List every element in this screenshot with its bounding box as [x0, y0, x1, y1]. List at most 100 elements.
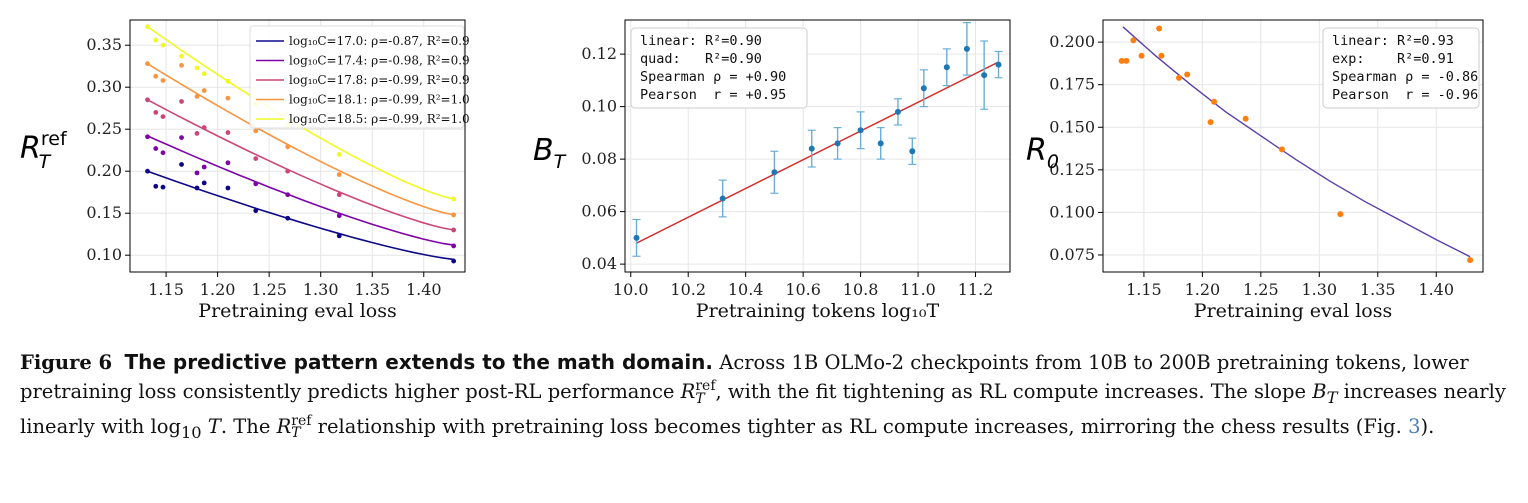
data-point-series-0	[285, 215, 291, 221]
data-point	[981, 72, 988, 79]
data-point-series-3	[153, 73, 159, 79]
stats-line: Pearson r = +0.95	[640, 87, 786, 103]
data-point-series-4	[451, 196, 457, 202]
fit-line-series-0	[147, 170, 454, 261]
data-point-series-3	[225, 95, 231, 101]
data-point	[633, 234, 640, 241]
data-point	[771, 169, 778, 176]
y-tick-label: 0.35	[86, 35, 122, 54]
x-tick-label: 1.25	[251, 280, 287, 299]
data-point-series-2	[179, 99, 184, 104]
data-point	[877, 140, 884, 147]
data-point	[894, 108, 901, 115]
data-point-series-2	[145, 97, 150, 103]
data-point	[857, 127, 864, 134]
caption-text-5: relationship with pretraining loss becom…	[311, 414, 1409, 438]
data-point-series-3	[145, 61, 150, 67]
data-point-series-0	[336, 233, 342, 239]
y-tick-label: 0.08	[581, 149, 617, 168]
data-point	[1337, 211, 1344, 218]
data-point	[719, 195, 726, 202]
data-point-series-2	[336, 192, 342, 198]
y-tick-label: 0.200	[1049, 32, 1095, 51]
data-point-series-3	[285, 144, 291, 150]
data-point-series-1	[145, 134, 150, 140]
caption-text-3: increases nearly linearly with log	[20, 380, 1506, 438]
x-axis-label: Pretraining tokens log₁₀T	[696, 300, 940, 322]
legend-entry: log₁₀C=18.5: ρ=-0.99, R²=1.00	[289, 112, 470, 126]
data-point-series-4	[336, 152, 342, 157]
data-point-series-1	[451, 243, 457, 249]
data-point-series-1	[179, 135, 184, 141]
y-tick-label: 0.30	[86, 77, 122, 96]
stats-line: quad: R²=0.90	[640, 51, 762, 67]
caption-symbol-bt: B	[1312, 380, 1327, 403]
data-point-series-0	[179, 162, 184, 167]
stats-box	[630, 27, 808, 109]
y-tick-label: 0.075	[1049, 245, 1095, 264]
caption-title: The predictive pattern extends to the ma…	[124, 350, 714, 374]
data-point	[1278, 146, 1285, 153]
y-tick-label: 0.04	[581, 254, 617, 273]
y-axis-label: Rref T	[20, 128, 68, 173]
caption-text-1: Across 1B OLMo-2 checkpoints from 10B to…	[20, 351, 1469, 403]
data-point-series-1	[160, 150, 166, 156]
data-point-series-4	[201, 71, 207, 77]
data-point-series-3	[194, 94, 200, 99]
y-tick-label: 0.10	[86, 245, 122, 264]
x-tick-label: 1.35	[1360, 280, 1396, 299]
data-point-series-3	[179, 62, 184, 68]
data-point	[1242, 115, 1249, 122]
chart-r0-vs-loss: 1.15 1.20 1.25 1.30 1.35 1.40 0.075 0.100 0.125 0…	[1026, 19, 1484, 322]
legend-entry: log₁₀C=18.1: ρ=-0.99, R²=1.00	[289, 93, 470, 107]
data-point-series-4	[179, 53, 184, 59]
data-point-series-4	[194, 65, 200, 71]
data-point-series-4	[153, 37, 159, 43]
legend-entry: log₁₀C=17.8: ρ=-0.99, R²=0.99	[289, 73, 470, 87]
figure-caption: Figure 6 The predictive pattern extends …	[20, 350, 1506, 442]
data-point-series-0	[225, 185, 231, 191]
data-point-series-4	[225, 78, 231, 84]
x-tick-label: 10.8	[843, 280, 879, 299]
data-point-series-2	[194, 131, 200, 136]
x-tick-label: 10.4	[728, 280, 764, 299]
caption-text-4: . The	[220, 414, 277, 438]
x-tick-label: 1.25	[1243, 280, 1279, 299]
y-tick-label: 0.20	[86, 161, 122, 180]
x-tick-label: 10.2	[670, 280, 706, 299]
data-point	[963, 45, 970, 52]
fit-line-series-2	[147, 99, 454, 231]
x-tick-label: 1.30	[1301, 280, 1337, 299]
data-point-series-0	[451, 258, 457, 264]
y-axis-label: BT	[533, 133, 567, 173]
y-tick-label: 0.25	[86, 119, 122, 138]
data-point-series-1	[336, 213, 342, 219]
data-point	[1123, 57, 1130, 64]
caption-figure-ref[interactable]: 3	[1408, 414, 1421, 438]
data-point	[1176, 74, 1182, 81]
data-point	[943, 64, 950, 71]
fit-line	[636, 61, 999, 244]
data-point-series-2	[253, 156, 259, 162]
data-point	[1138, 52, 1145, 59]
data-point	[1158, 52, 1165, 59]
legend-box	[249, 25, 465, 129]
fit-line-series-3	[147, 63, 454, 216]
y-tick-label: 0.150	[1049, 117, 1095, 136]
x-tick-label: 1.30	[303, 280, 339, 299]
data-point-series-2	[451, 227, 457, 233]
data-point	[1467, 257, 1474, 264]
y-axis-label: R0	[1026, 133, 1059, 173]
data-point-series-1	[285, 192, 291, 198]
plot-frame	[624, 19, 1011, 273]
x-tick-label: 1.20	[1185, 280, 1221, 299]
caption-symbol-rref: R	[680, 380, 696, 403]
data-point	[1156, 25, 1163, 32]
y-tick-label: 0.15	[86, 203, 122, 222]
data-point-series-3	[201, 88, 207, 93]
data-point-series-4	[160, 42, 166, 48]
x-tick-label: 10.6	[785, 280, 821, 299]
caption-symbol-rref-2: R	[276, 414, 292, 438]
stats-line: exp: R²=0.91	[1332, 51, 1454, 67]
data-point	[808, 145, 815, 152]
